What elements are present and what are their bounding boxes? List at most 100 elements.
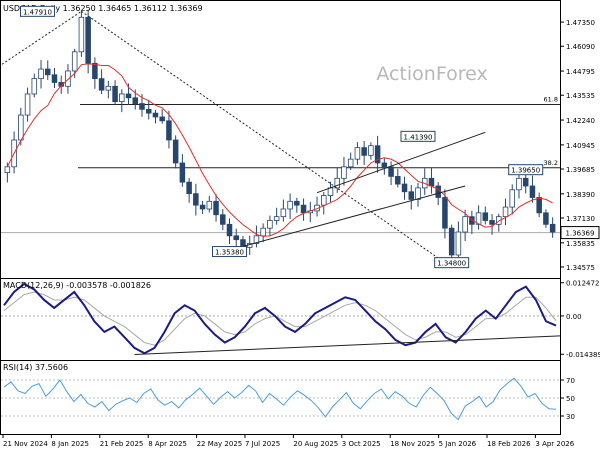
- candle-body: [428, 177, 435, 187]
- price-annotation-box: [212, 246, 248, 258]
- candle-body: [105, 85, 112, 91]
- candle-body: [260, 227, 266, 237]
- candle-body: [4, 166, 11, 173]
- candle-body: [65, 70, 71, 87]
- candle-body: [179, 162, 186, 183]
- watermark-text: ActionForex: [376, 63, 487, 85]
- macd-tick-label: 0.00: [566, 313, 582, 321]
- candle-body: [388, 166, 394, 177]
- candle-body: [226, 223, 233, 237]
- date-tick-label: 7 Jul 2025: [245, 440, 280, 448]
- candle-body: [536, 197, 542, 214]
- price-tick-label: 1.43535: [566, 92, 595, 100]
- date-tick-label: 5 Jan 2026: [439, 440, 477, 448]
- candle-body: [152, 112, 159, 118]
- candle-body: [38, 68, 44, 80]
- moving-average-layer: [6, 63, 553, 237]
- candle-body: [395, 176, 401, 185]
- moving-average-line: [6, 63, 553, 237]
- price-annotation-label: 1.39650: [511, 167, 540, 175]
- rsi-title: RSI(14) 37.5606: [3, 363, 68, 372]
- candle-body: [280, 208, 287, 218]
- price-annotation-box: [400, 130, 436, 142]
- macd-trendline: [134, 335, 561, 356]
- candle-body: [92, 62, 98, 80]
- candle-body: [381, 162, 388, 168]
- price-annotations: 1.47910 1.35380 1.41390 1.39650 1.34800 1.363…: [1, 5, 600, 269]
- date-tick-label: 21 Nov 2024: [3, 440, 48, 448]
- candle-body: [415, 187, 421, 200]
- main-price-ticks: 1.47350 1.46090 1.44795 1.43535 1.42240 1.409…: [560, 19, 595, 272]
- current-price-label: 1.36369: [566, 230, 595, 238]
- candle-body: [455, 231, 462, 256]
- candle-body: [435, 185, 441, 198]
- candle-body: [159, 116, 165, 122]
- candle-body: [273, 216, 280, 221]
- candle-body: [85, 16, 91, 64]
- candle-body: [327, 187, 334, 196]
- candle-body: [233, 235, 239, 241]
- candle-body: [401, 183, 408, 193]
- candle-body: [98, 78, 105, 91]
- date-tick-label: 22 May 2025: [197, 440, 243, 448]
- candle-body: [522, 177, 529, 187]
- candle-body: [145, 108, 152, 114]
- candle-body: [368, 145, 374, 156]
- trendline-down: [81, 10, 446, 264]
- candle-body: [31, 78, 38, 95]
- macd-tick-label: 0.012472: [566, 280, 599, 288]
- date-tick-label: 3 Apr 2026: [535, 440, 574, 448]
- price-tick-label: 1.42240: [566, 117, 595, 125]
- date-tick-label: 18 Nov 2025: [390, 440, 435, 448]
- candle-body: [206, 200, 213, 210]
- fib-level-label: 38.2: [544, 159, 558, 167]
- candle-body: [112, 85, 118, 103]
- rsi-panel: 70 50 30: [1, 377, 575, 421]
- candle-body: [516, 177, 522, 191]
- candlestick-series: [4, 9, 556, 265]
- date-tick-label: 20 Aug 2025: [293, 440, 338, 448]
- date-tick-label: 3 Oct 2025: [342, 440, 381, 448]
- candle-body: [193, 193, 199, 206]
- date-tick-label: 8 Apr 2025: [148, 440, 187, 448]
- candle-body: [502, 206, 509, 218]
- candle-body: [347, 158, 354, 168]
- candle-body: [119, 93, 125, 103]
- candle-body: [489, 220, 495, 225]
- candle-body: [462, 216, 468, 233]
- candle-body: [442, 197, 448, 229]
- price-tick-label: 1.44795: [566, 68, 595, 76]
- price-tick-label: 1.38390: [566, 191, 595, 199]
- candle-body: [220, 214, 226, 225]
- candle-body: [186, 181, 192, 195]
- macd-signal-line: [3, 291, 557, 346]
- candle-body: [125, 93, 132, 99]
- candle-body: [549, 223, 556, 233]
- candle-body: [253, 235, 260, 244]
- candle-body: [45, 68, 51, 76]
- candle-body: [199, 204, 206, 210]
- candle-body: [78, 16, 85, 53]
- price-tick-label: 1.34575: [566, 264, 595, 272]
- price-annotation-box: [434, 257, 470, 269]
- date-tick-label: 18 Feb 2026: [487, 440, 531, 448]
- price-annotation-box: [508, 164, 544, 176]
- trendline-left: [1, 10, 82, 65]
- date-tick-label: 8 Jan 2025: [51, 440, 89, 448]
- fib-level-label: 61.8: [544, 96, 558, 104]
- price-tick-label: 1.40945: [566, 142, 595, 150]
- rsi-tick-label: 70: [566, 377, 575, 385]
- macd-line: [3, 282, 557, 355]
- price-tick-label: 1.35835: [566, 240, 595, 248]
- candle-body: [320, 195, 327, 206]
- candle-body: [287, 200, 293, 210]
- candle-body: [482, 212, 489, 221]
- candle-body: [334, 177, 340, 189]
- candle-body: [543, 212, 549, 225]
- candle-body: [529, 185, 536, 198]
- candle-body: [71, 51, 78, 72]
- candle-body: [300, 204, 307, 214]
- price-annotation-label: 1.35380: [215, 249, 244, 257]
- macd-title: MACD(12,26,9) -0.003578 -0.001826: [3, 281, 151, 290]
